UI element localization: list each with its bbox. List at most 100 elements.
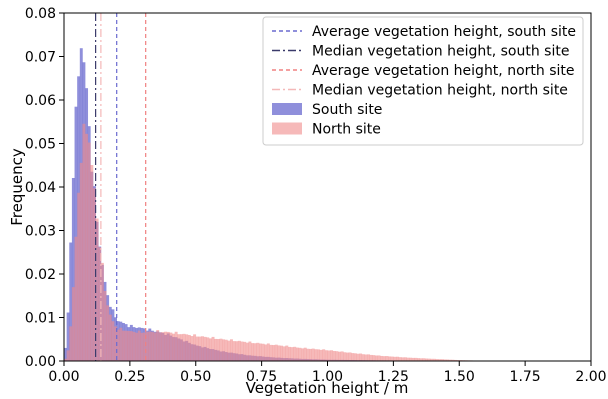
north-bar (364, 354, 368, 361)
x-tick-label: 0.00 (48, 369, 79, 385)
north-bar (401, 357, 405, 361)
north-bar (388, 356, 392, 361)
north-bar (166, 331, 170, 361)
north-bar (253, 343, 257, 361)
north-bar (187, 334, 191, 361)
north-bar (190, 336, 194, 361)
north-bar (256, 342, 260, 361)
north-bar (169, 332, 173, 361)
north-bar (161, 332, 165, 361)
south-bar (64, 347, 67, 361)
north-bar (92, 188, 96, 361)
legend-label: Average vegetation height, south site (312, 24, 576, 40)
x-tick-label: 1.50 (444, 369, 475, 385)
north-bar (156, 330, 160, 361)
north-bar (185, 334, 189, 361)
north-bar (390, 356, 394, 361)
north-bar (314, 349, 318, 361)
north-bar (330, 350, 334, 361)
north-bar (393, 356, 397, 361)
legend-label: Average vegetation height, north site (312, 63, 575, 79)
legend-label: South site (312, 102, 382, 118)
south-bar (66, 312, 70, 361)
legend-patch-swatch (272, 122, 302, 135)
north-bar (64, 358, 67, 361)
north-bar (224, 339, 228, 361)
north-bar (406, 357, 410, 361)
north-bar (319, 349, 323, 361)
north-bar (85, 133, 89, 361)
y-tick-label: 0.03 (25, 224, 56, 240)
north-bar (216, 339, 220, 361)
north-bar (385, 356, 389, 361)
north-bar (335, 351, 339, 361)
north-bar (203, 336, 207, 361)
legend-frame (262, 16, 584, 146)
north-bar (338, 351, 341, 361)
north-bar (430, 358, 434, 361)
y-tick-label: 0.08 (25, 6, 56, 22)
north-bar (258, 343, 262, 361)
north-bar (143, 332, 146, 361)
north-bar (193, 334, 197, 361)
north-bar (306, 348, 310, 361)
y-axis-label: Frequency (8, 148, 26, 226)
north-bar (446, 359, 449, 361)
north-bar (435, 359, 439, 361)
north-bar (129, 331, 133, 361)
north-bar (432, 358, 436, 361)
north-bar (377, 355, 381, 361)
north-bar (414, 357, 418, 361)
north-bar (369, 354, 373, 361)
south-bar (71, 177, 75, 361)
north-bar (261, 343, 265, 361)
north-bar (172, 333, 175, 361)
north-bar (403, 357, 407, 361)
north-bar (201, 336, 204, 361)
north-bar (287, 346, 291, 361)
north-bar (372, 355, 376, 361)
north-bar (409, 357, 413, 361)
legend: Average vegetation height, south site Med… (262, 16, 584, 146)
north-bar (240, 341, 244, 361)
north-bar (353, 353, 357, 361)
north-bar (74, 236, 78, 361)
north-bar (245, 342, 249, 361)
north-bar (182, 333, 186, 361)
north-bar (282, 346, 286, 361)
north-bar (448, 359, 452, 361)
north-bar (90, 165, 94, 361)
north-bar (119, 327, 123, 361)
north-bar (206, 337, 210, 361)
north-bar (132, 331, 136, 361)
north-bar (419, 358, 423, 361)
north-bar (269, 344, 273, 361)
north-bar (348, 352, 352, 361)
legend-label: North site (312, 122, 381, 138)
north-bar (280, 345, 283, 361)
legend-label: Median vegetation height, south site (312, 44, 569, 60)
north-bar (106, 305, 110, 361)
north-bar (211, 336, 215, 361)
north-bar (367, 354, 370, 361)
north-bar (177, 334, 181, 361)
x-axis-ticks: 0.00 0.25 0.50 0.75 1.00 1.25 1.50 1.75 2.00 (48, 361, 607, 385)
north-bar (219, 338, 223, 361)
north-bar (396, 356, 399, 361)
north-bar (214, 338, 218, 361)
north-bar (440, 359, 444, 361)
north-bar (198, 336, 202, 361)
y-tick-label: 0.02 (25, 267, 56, 283)
x-tick-label: 0.75 (246, 369, 277, 385)
north-bar (443, 359, 447, 361)
legend-label: Median vegetation height, north site (312, 83, 568, 99)
north-bar (340, 351, 344, 361)
north-bar (343, 352, 347, 361)
north-bar (235, 341, 239, 361)
north-bar (425, 358, 428, 361)
north-bar (237, 340, 241, 361)
south-bar (69, 242, 73, 361)
north-bar (438, 359, 442, 361)
north-bar (100, 262, 104, 361)
north-bar (124, 330, 128, 361)
